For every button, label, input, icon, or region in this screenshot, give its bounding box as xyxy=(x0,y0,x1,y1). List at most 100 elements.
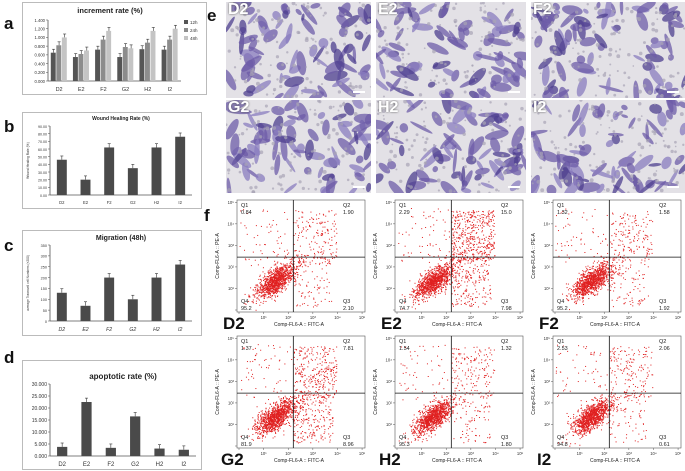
x-tick-label: 10³ xyxy=(468,315,475,320)
bar-h2-12h xyxy=(139,49,145,81)
panel-letter-a: a xyxy=(4,14,14,33)
micrograph-f2: F2 xyxy=(531,2,685,98)
q4-label: Q4 xyxy=(557,435,564,441)
y-tick-label: 30.00 xyxy=(38,171,47,175)
x-axis-label: Comp-FL6-A :: FITC-A xyxy=(590,458,641,464)
x-tick-label: 10¹ xyxy=(577,315,584,320)
q3-label: Q3 xyxy=(501,299,508,305)
q4-label: Q4 xyxy=(241,435,248,441)
q2-value: 1.32 xyxy=(501,346,512,352)
y-tick-label: 60.00 xyxy=(38,148,47,152)
y-tick-label: 10⁴ xyxy=(386,357,393,362)
y-tick-label: 0.000 xyxy=(35,79,46,84)
bar-f2-12h xyxy=(95,49,101,81)
y-tick-label: 0.600 xyxy=(35,53,46,58)
dot-cloud xyxy=(555,344,654,447)
y-tick-label: 10² xyxy=(228,400,235,405)
y-tick-label: 10³ xyxy=(228,243,235,248)
y-tick-label: 10⁵ xyxy=(386,200,393,205)
x-tick-label: I2 xyxy=(181,462,187,468)
plot-frame xyxy=(552,335,682,449)
panel-letter-f: f xyxy=(204,206,210,225)
flow-plot-g2: Q1 1.37 Q2 7.81 Q4 81.9 Q3 8.96 10¹ 10¹ 10² 10² 10³ 1… xyxy=(213,332,368,471)
y-tick-label: 10⁵ xyxy=(544,336,551,341)
x-tick-label: 10³ xyxy=(468,451,475,456)
micrograph-label: I2 xyxy=(533,100,547,116)
q1-value: 2.29 xyxy=(399,210,410,216)
y-tick-label: 10² xyxy=(544,400,551,405)
panel-letter-d: d xyxy=(4,348,15,367)
x-tick-label: H2 xyxy=(156,462,164,468)
bar-d2-12h xyxy=(50,52,56,81)
micrograph-label: H2 xyxy=(378,100,399,116)
x-tick-label: 10⁴ xyxy=(334,451,341,456)
y-tick-label: 10³ xyxy=(386,379,393,384)
flow-plot-name: G2 xyxy=(221,450,244,469)
panel-letter-e: e xyxy=(207,6,217,25)
q1-value: 1.54 xyxy=(399,346,410,352)
q3-label: Q3 xyxy=(659,299,666,305)
x-tick-label: 10³ xyxy=(310,315,317,320)
x-axis-label: Comp-FL6-A :: FITC-A xyxy=(590,322,641,328)
y-tick-label: 10² xyxy=(228,264,235,269)
y-tick-label: 20.00 xyxy=(38,178,47,182)
micrograph-d2: D2 xyxy=(226,2,371,98)
q2-label: Q2 xyxy=(659,203,666,209)
flow-plot-d2: Q1 0.84 Q2 1.90 Q4 95.2 Q3 2.10 10¹ 10¹ 10² 10² 10³ 1… xyxy=(213,196,368,334)
x-tick-label: 10² xyxy=(601,451,608,456)
y-tick-label: 10² xyxy=(386,400,393,405)
x-tick-label: E2 xyxy=(78,87,85,93)
micrograph-label: G2 xyxy=(228,100,250,116)
y-tick-label: 5.000 xyxy=(34,442,47,448)
y-tick-label: 10⁵ xyxy=(544,200,551,205)
x-tick-label: 10⁵ xyxy=(517,315,524,320)
q3-label: Q3 xyxy=(343,435,350,441)
x-tick-label: 10¹ xyxy=(261,451,268,456)
cell-texture xyxy=(376,100,526,193)
x-tick-label: 10³ xyxy=(310,451,317,456)
flow-plot-name: F2 xyxy=(539,314,559,333)
bar-d2 xyxy=(56,159,67,195)
x-tick-label: G2 xyxy=(131,462,140,468)
q1-label: Q1 xyxy=(557,339,564,345)
flow-plot-i2: Q1 2.53 Q2 2.06 Q4 94.8 Q3 0.61 10¹ 10¹ 10² 10² 10³ 1… xyxy=(529,332,684,471)
bar-g2 xyxy=(127,168,138,195)
flow-plot-name: I2 xyxy=(537,450,552,469)
y-tick-label: 0 xyxy=(45,320,47,324)
y-axis-label: Comp-FL6-A :: PE-A xyxy=(373,369,379,415)
bar-g2-48h xyxy=(128,48,134,81)
bar-e2-48h xyxy=(84,50,89,81)
q4-value: 95.2 xyxy=(241,306,252,312)
y-tick-label: 250 xyxy=(41,266,47,270)
legend-swatch xyxy=(184,20,188,24)
chart-apoptotic-rate: apoptotic rate (%) 0.000 5.000 10.000 15.000… xyxy=(22,360,202,470)
y-tick-label: 1.400 xyxy=(35,18,46,23)
q1-label: Q1 xyxy=(241,203,248,209)
x-tick-label: 10² xyxy=(285,315,292,320)
x-axis-label: Comp-FL6-A :: FITC-A xyxy=(274,322,325,328)
y-axis-label: Comp-FL6-A :: PE-A xyxy=(215,369,221,415)
y-axis-label: Comp-FL6-A :: PE-A xyxy=(531,369,537,415)
x-tick-label: 10² xyxy=(443,451,450,456)
x-tick-label: 10¹ xyxy=(577,451,584,456)
q2-label: Q2 xyxy=(343,339,350,345)
q3-value: 7.98 xyxy=(501,306,512,312)
x-tick-label: H2 xyxy=(154,200,160,205)
panel-letter-b: b xyxy=(4,117,15,136)
chart-migration: Migration (48h) 0 50 100 150 200 250 300 350 aver… xyxy=(22,230,202,336)
micrograph-e2: E2 xyxy=(376,2,526,98)
x-tick-label: 10² xyxy=(601,315,608,320)
scale-bar xyxy=(353,91,365,93)
cell-texture xyxy=(226,2,371,98)
q2-label: Q2 xyxy=(659,339,666,345)
q1-value: 2.53 xyxy=(557,346,568,352)
x-tick-label: I2 xyxy=(178,327,182,333)
x-tick-label: E2 xyxy=(82,327,88,333)
bar-d2-24h xyxy=(56,45,62,81)
q2-value: 15.0 xyxy=(501,210,512,216)
y-tick-label: 10¹ xyxy=(544,286,551,291)
y-tick-label: 100 xyxy=(41,298,47,302)
scale-bar xyxy=(353,186,365,188)
panel-letter-c: c xyxy=(4,236,14,255)
x-tick-label: H2 xyxy=(153,327,160,333)
